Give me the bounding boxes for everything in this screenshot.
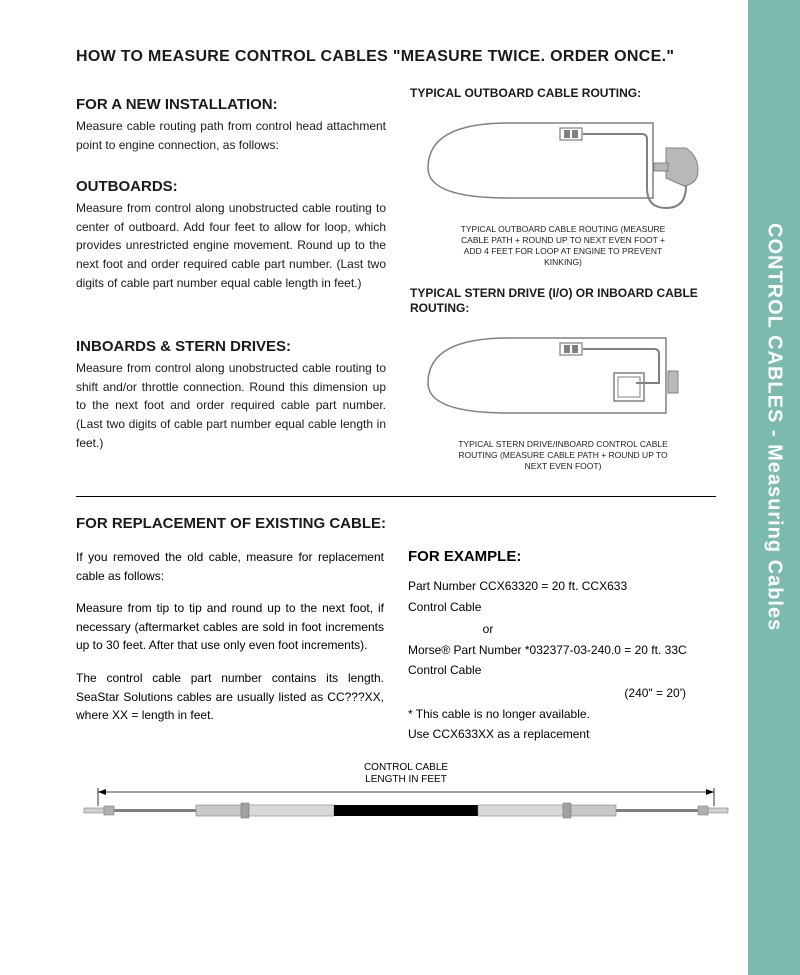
example-conv: (240" = 20'): [408, 684, 716, 703]
cable-svg: [76, 786, 736, 822]
example-line3: Morse® Part Number *032377-03-240.0 = 20…: [408, 641, 716, 660]
diagram2-caption: TYPICAL STERN DRIVE/INBOARD CONTROL CABL…: [453, 439, 673, 472]
replacement-p3: The control cable part number contains i…: [76, 669, 384, 725]
replacement-p2: Measure from tip to tip and round up to …: [76, 599, 384, 655]
diagram2-title: TYPICAL STERN DRIVE (I/O) OR INBOARD CAB…: [410, 286, 716, 317]
example-title: FOR EXAMPLE:: [408, 548, 716, 565]
new-install-title: FOR A NEW INSTALLATION:: [76, 96, 386, 113]
example-or: or: [458, 620, 518, 639]
side-tab: CONTROL CABLES - Measuring Cables: [748, 0, 800, 975]
replacement-p1: If you removed the old cable, measure fo…: [76, 548, 384, 585]
example-note2: Use CCX633XX as a replacement: [408, 725, 716, 744]
diagram1-title: TYPICAL OUTBOARD CABLE ROUTING:: [410, 86, 716, 102]
example-body: Part Number CCX63320 = 20 ft. CCX633 Con…: [408, 577, 716, 744]
inboards-title: INBOARDS & STERN DRIVES:: [76, 338, 386, 355]
diagram1-caption: TYPICAL OUTBOARD CABLE ROUTING (MEASURE …: [453, 224, 673, 268]
side-tab-label: CONTROL CABLES - Measuring Cables: [763, 223, 786, 631]
outboard-diagram: [418, 108, 708, 218]
example-line4: Control Cable: [408, 661, 716, 680]
inboards-body: Measure from control along unobstructed …: [76, 359, 386, 452]
outboards-title: OUTBOARDS:: [76, 178, 386, 195]
example-line2: Control Cable: [408, 598, 716, 617]
cable-length-diagram: CONTROL CABLE LENGTH IN FEET: [76, 762, 736, 827]
example-line1: Part Number CCX63320 = 20 ft. CCX633: [408, 577, 716, 596]
inboard-diagram: [418, 323, 708, 433]
cable-label1: CONTROL CABLE: [76, 762, 736, 774]
page-title: HOW TO MEASURE CONTROL CABLES "MEASURE T…: [76, 48, 728, 66]
divider: [76, 496, 716, 497]
outboards-body: Measure from control along unobstructed …: [76, 199, 386, 292]
example-note1: * This cable is no longer available.: [408, 705, 716, 724]
page-content: HOW TO MEASURE CONTROL CABLES "MEASURE T…: [0, 0, 748, 827]
cable-label2: LENGTH IN FEET: [76, 774, 736, 786]
new-install-body: Measure cable routing path from control …: [76, 117, 386, 154]
replacement-title: FOR REPLACEMENT OF EXISTING CABLE:: [76, 515, 728, 532]
